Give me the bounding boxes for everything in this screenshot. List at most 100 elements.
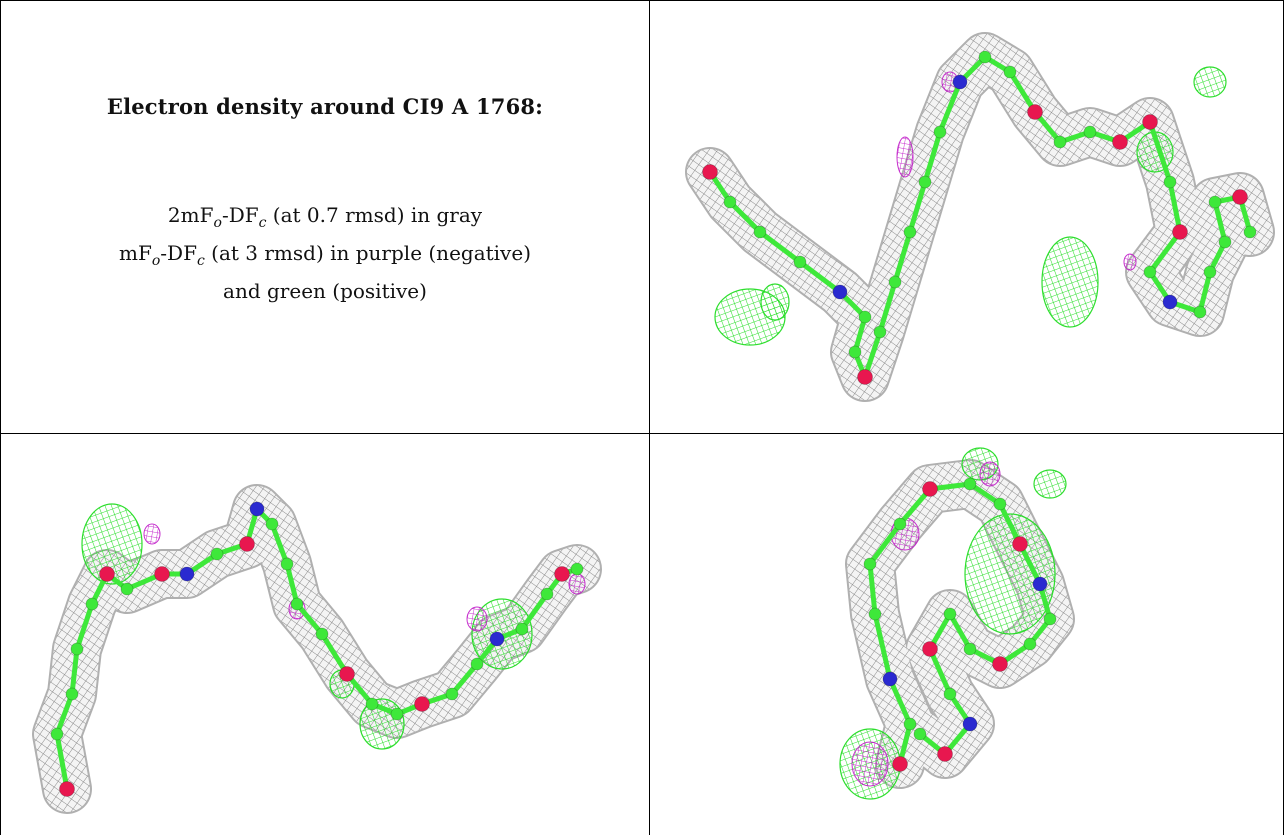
ligand-atom <box>280 557 294 571</box>
ligand-atom <box>1162 294 1178 310</box>
ligand-atom <box>793 255 807 269</box>
ligand-atom <box>265 517 279 531</box>
ligand-atom <box>937 746 953 762</box>
positive-density-blob <box>1041 236 1099 328</box>
ligand-atom <box>414 696 430 712</box>
ligand-atom <box>1218 235 1232 249</box>
ligand-atom <box>1208 195 1222 209</box>
ligand-atom <box>59 781 75 797</box>
negative-density-blob <box>568 573 586 595</box>
ligand-atom <box>893 517 907 531</box>
ligand-atom <box>857 369 873 385</box>
ligand-atom <box>470 657 484 671</box>
ligand-atom <box>390 707 404 721</box>
positive-density-blob <box>760 283 790 321</box>
density-image-1 <box>685 32 1275 402</box>
ligand-atom <box>1142 114 1158 130</box>
ligand-atom <box>943 607 957 621</box>
legend-line-fo: mFo-DFc (at 3 rmsd) in purple (negative) <box>119 241 531 269</box>
ligand-atom <box>1012 536 1028 552</box>
ligand-atom <box>922 481 938 497</box>
ligand-atom <box>1023 637 1037 651</box>
ligand-atom <box>570 562 584 576</box>
ligand-atom <box>65 687 79 701</box>
ligand-atom <box>99 566 115 582</box>
ligand-atom <box>963 477 977 491</box>
ligand-atom <box>963 642 977 656</box>
ligand-atom <box>863 557 877 571</box>
ligand-atom <box>873 325 887 339</box>
ligand-atom <box>868 607 882 621</box>
ligand-atom <box>1193 305 1207 319</box>
legend-line-2fo: 2mFo-DFc (at 0.7 rmsd) in gray <box>167 203 483 231</box>
ligand-atom <box>858 310 872 324</box>
table-border-center <box>649 0 650 835</box>
ligand-atom <box>70 642 84 656</box>
positive-density-blob <box>1033 469 1067 499</box>
ligand-atom <box>1112 134 1128 150</box>
ligand-atom <box>239 536 255 552</box>
ligand-atom <box>753 225 767 239</box>
table-border-left <box>0 0 1 835</box>
ligand-atom <box>489 631 505 647</box>
ligand-atom <box>922 641 938 657</box>
ligand-atom <box>888 275 902 289</box>
positive-density-blob <box>81 503 143 585</box>
ligand-atom <box>1203 265 1217 279</box>
ligand-atom <box>554 566 570 582</box>
ligand-atom <box>892 756 908 772</box>
ligand-atom <box>832 284 848 300</box>
ligand-atom <box>85 597 99 611</box>
ligand-atom <box>445 687 459 701</box>
ligand-atom <box>249 501 265 517</box>
ligand-atom <box>952 74 968 90</box>
ligand-atom <box>1027 104 1043 120</box>
negative-density-blob <box>1123 253 1137 271</box>
legend-line-3: and green (positive) <box>223 279 427 303</box>
ligand-atom <box>943 687 957 701</box>
density-view-2 <box>2 434 648 833</box>
negative-density-blob <box>896 136 914 178</box>
ligand-atom <box>515 622 529 636</box>
ligand-atom <box>903 225 917 239</box>
ligand-atom <box>1172 224 1188 240</box>
ligand-atom <box>365 697 379 711</box>
ligand-atom <box>1043 612 1057 626</box>
ligand-atom <box>992 656 1008 672</box>
density-view-3 <box>650 434 1282 833</box>
density-image-2 <box>32 484 602 814</box>
negative-density-blob <box>979 461 1001 487</box>
ligand-atom <box>1163 175 1177 189</box>
ligand-atom <box>1032 576 1048 592</box>
density-view-1 <box>650 2 1282 432</box>
negative-density-blob <box>466 606 488 632</box>
ligand-atom <box>339 666 355 682</box>
ligand-atom <box>50 727 64 741</box>
ligand-atom <box>933 125 947 139</box>
ligand-atom <box>723 195 737 209</box>
ligand-atom <box>179 566 195 582</box>
table-border-top <box>0 0 1284 1</box>
ligand-atom <box>210 547 224 561</box>
table-border-middle <box>0 433 1284 434</box>
ligand-atom <box>540 587 554 601</box>
positive-density-blob <box>964 513 1056 635</box>
ligand-atom <box>1003 65 1017 79</box>
ligand-atom <box>290 597 304 611</box>
ligand-atom <box>903 717 917 731</box>
ligand-atom <box>1232 189 1248 205</box>
ligand-atom <box>882 671 898 687</box>
density-mesh <box>687 34 1273 400</box>
caption-legend: 2mFo-DFc (at 0.7 rmsd) in gray mFo-DFc (… <box>2 200 648 306</box>
ligand-atom <box>315 627 329 641</box>
ligand-atom <box>1243 225 1257 239</box>
ligand-atom <box>913 727 927 741</box>
ligand-atom <box>1053 135 1067 149</box>
ligand-atom <box>978 50 992 64</box>
ligand-atom <box>702 164 718 180</box>
caption-title: Electron density around CI9 A 1768: <box>106 94 544 119</box>
negative-density-blob <box>851 741 889 787</box>
ligand-atom <box>120 582 134 596</box>
ligand-atom <box>918 175 932 189</box>
